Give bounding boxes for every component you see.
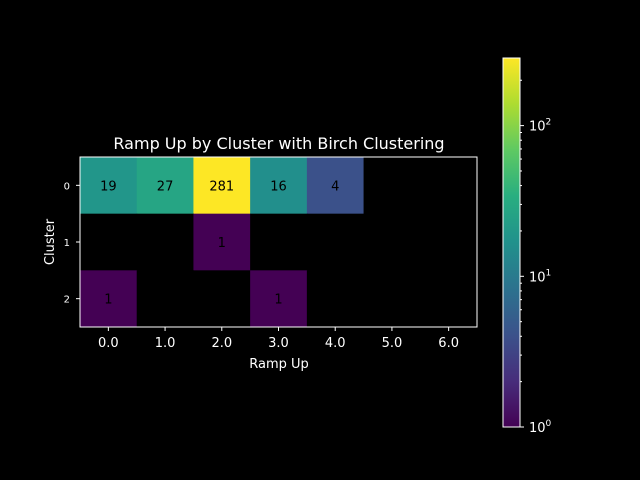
cell-value-label: 1 [104, 293, 112, 308]
heatmap-cells [80, 157, 478, 328]
heatmap-cell [80, 157, 138, 215]
heatmap-cell [193, 270, 251, 328]
heatmap-cell [420, 213, 478, 271]
cell-value-label: 27 [157, 179, 174, 194]
heatmap-cell [363, 270, 421, 328]
heatmap-cell [250, 270, 308, 328]
colorbar-ticks: 100 101 102 [520, 79, 552, 436]
x-tick-label: 6.0 [438, 336, 459, 351]
heatmap-cell [363, 157, 421, 215]
x-tick-label: 0.0 [98, 336, 119, 351]
heatmap-cell [306, 213, 365, 271]
heatmap-cell [80, 270, 138, 328]
cell-value-label: 4 [331, 179, 339, 194]
cell-value-label: 281 [209, 179, 234, 194]
colorbar: 100 101 102 [502, 57, 552, 436]
cell-value-label: 19 [100, 179, 117, 194]
x-tick-label: 1.0 [155, 336, 176, 351]
colorbar-tick-label: 100 [529, 419, 552, 436]
heatmap-cell [420, 157, 478, 215]
colorbar-gradient [503, 58, 520, 427]
x-tick-label: 5.0 [382, 336, 403, 351]
colorbar-tick-label: 101 [529, 268, 551, 285]
heatmap-cell [136, 157, 194, 215]
x-tick-label: 4.0 [325, 336, 346, 351]
y-tick-label: 0 [64, 181, 70, 192]
heatmap-cell [193, 213, 251, 271]
heatmap-cell [306, 270, 365, 328]
heatmap-cell [136, 270, 194, 328]
y-axis-ticks: 0 1 2 [64, 181, 80, 306]
chart-title: Ramp Up by Cluster with Birch Clustering [113, 134, 444, 153]
x-axis-label: Ramp Up [249, 357, 309, 372]
y-tick-label: 1 [64, 238, 70, 249]
y-axis-label: Cluster [43, 218, 58, 265]
heatmap-cell-labels: 19 27 281 16 4 1 1 1 [100, 179, 339, 307]
heatmap-cell [420, 270, 478, 328]
heatmap-cell [136, 213, 194, 271]
heatmap-cell [363, 213, 421, 271]
x-tick-label: 2.0 [211, 336, 232, 351]
x-tick-label: 3.0 [268, 336, 289, 351]
x-axis-ticks: 0.0 1.0 2.0 3.0 4.0 5.0 6.0 [98, 327, 459, 351]
y-tick-label: 2 [64, 295, 70, 306]
heatmap-cell [250, 157, 308, 215]
cell-value-label: 1 [274, 293, 282, 308]
colorbar-frame [502, 57, 521, 428]
heatmap-cell [80, 213, 138, 271]
heatmap-cell [193, 157, 251, 215]
heatmap-cell [306, 157, 365, 215]
heatmap-cell [250, 213, 308, 271]
cell-value-label: 16 [270, 179, 287, 194]
cell-value-label: 1 [218, 236, 226, 251]
colorbar-tick-label: 102 [529, 118, 551, 135]
